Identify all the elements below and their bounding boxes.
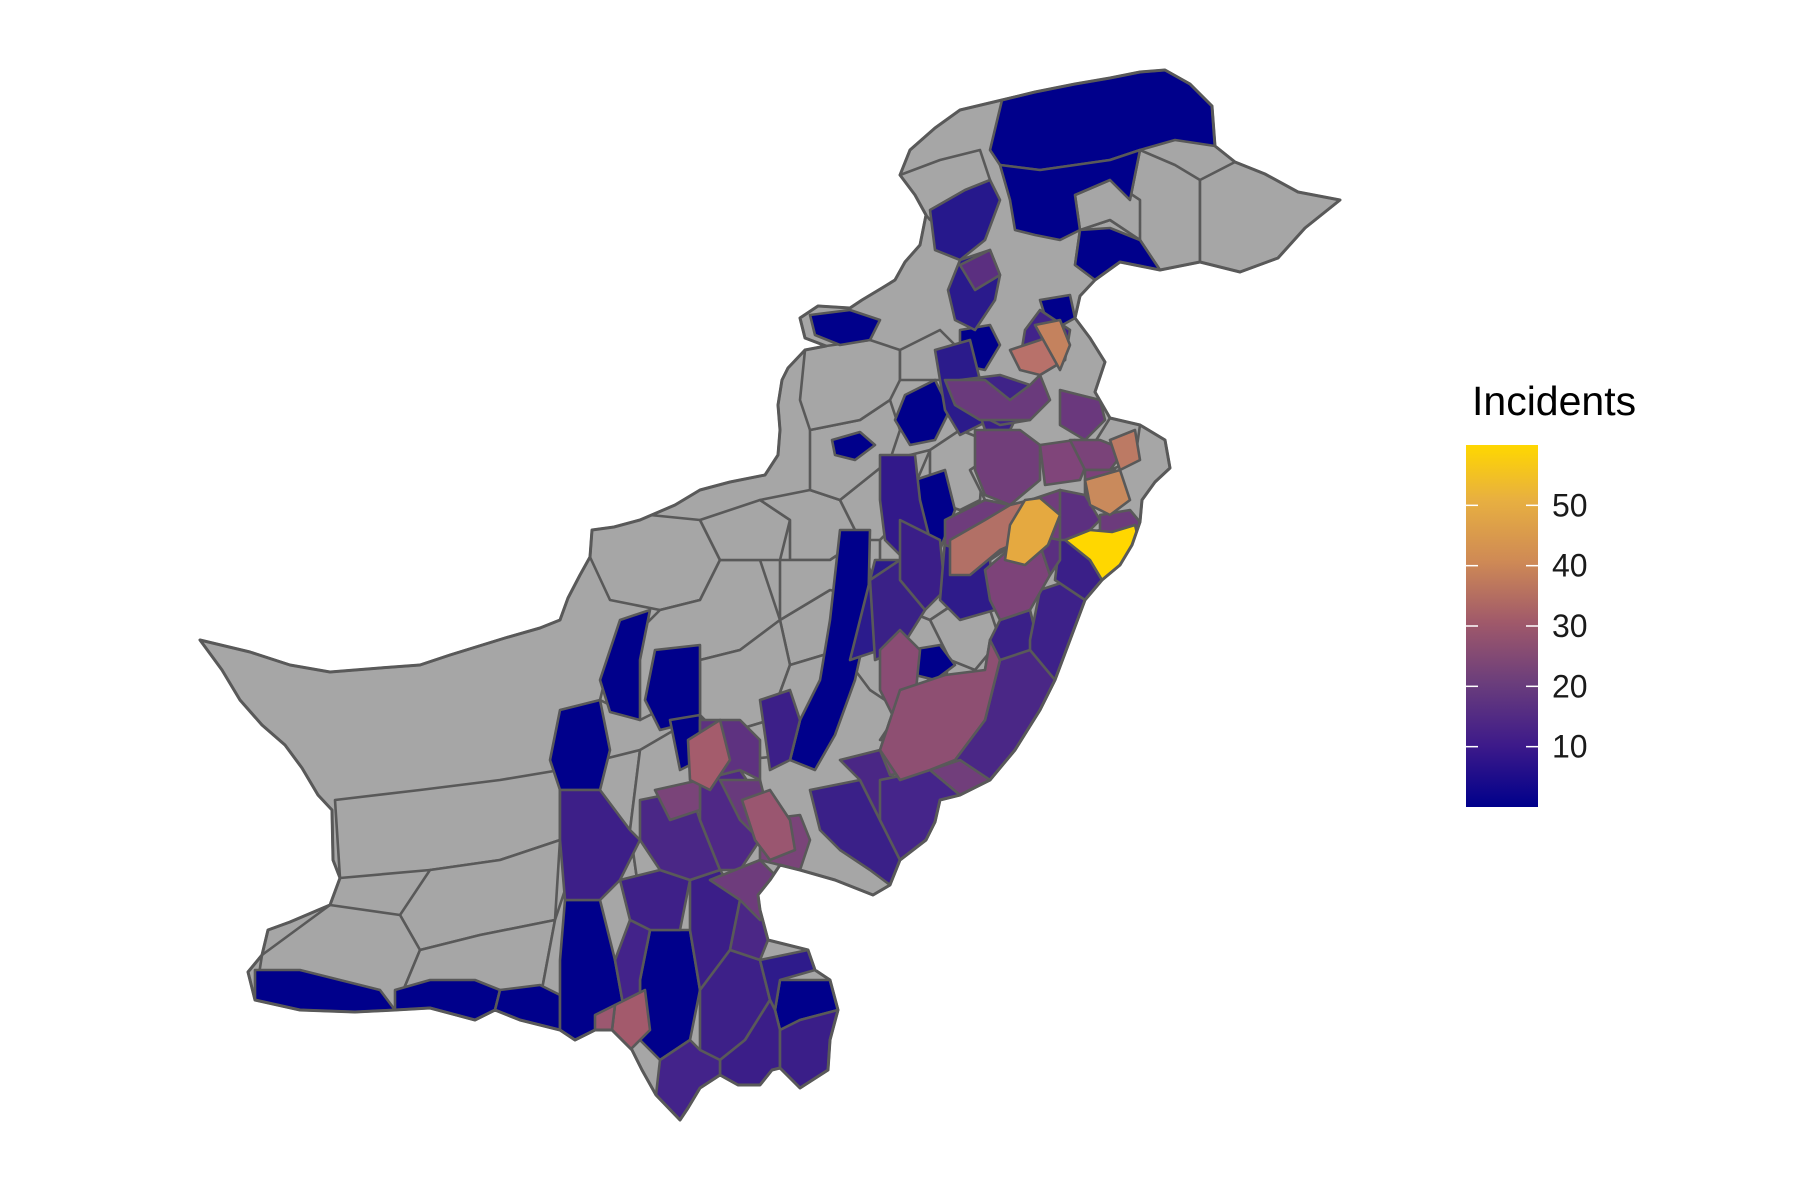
- district-grey-8: [588, 513, 722, 612]
- legend-tick-label: 50: [1552, 487, 1588, 523]
- district-indigo-31: [558, 788, 642, 902]
- legend-ticks: 50 40 30 20 10: [1466, 487, 1588, 765]
- district-navy-sw-4: [548, 698, 612, 792]
- district-indigo-16: [758, 688, 802, 772]
- district-indigo-7: [898, 518, 947, 612]
- district-indigo-1: [928, 178, 1002, 262]
- legend-colorbar: 50 40 30 20 10: [1466, 445, 1588, 807]
- legend-tick-label: 10: [1552, 729, 1588, 765]
- district-grey-18: [798, 338, 902, 432]
- district-tan-4: [1083, 468, 1132, 517]
- district-purple-1: [958, 248, 1002, 292]
- district-mauve-big: [878, 638, 1002, 782]
- legend-tick-label: 20: [1552, 668, 1588, 704]
- legend-tick-label: 40: [1552, 548, 1588, 584]
- district-gold-1: [1003, 496, 1062, 567]
- district-navy-west: [808, 308, 882, 347]
- legend-tick-label: 30: [1552, 608, 1588, 644]
- district-purple-2: [943, 373, 1052, 422]
- country-border: [198, 68, 1342, 1122]
- district-navy-west-2: [830, 430, 877, 462]
- district-tan-5: [1108, 428, 1142, 472]
- legend-title: Incidents: [1472, 378, 1637, 424]
- district-navy-sw-1: [598, 608, 652, 722]
- district-mauve-2: [740, 788, 797, 862]
- district-purple-17: [653, 778, 702, 822]
- district-navy-north-2: [998, 148, 1142, 242]
- district-navy-centre-2: [893, 378, 952, 447]
- district-mauve-3: [686, 718, 732, 792]
- district-tan-2: [1033, 318, 1072, 372]
- district-purple-3: [1058, 388, 1107, 442]
- district-purple-4: [973, 428, 1042, 507]
